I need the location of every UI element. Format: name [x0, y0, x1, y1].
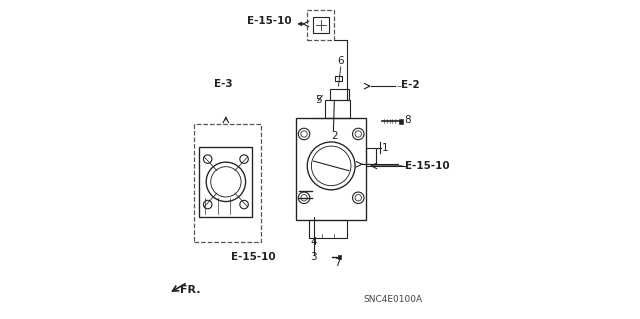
Bar: [200, 147, 252, 217]
Bar: [335, 76, 342, 81]
Text: 3: 3: [310, 252, 317, 262]
Bar: [399, 119, 403, 124]
Text: 4: 4: [310, 237, 317, 248]
Text: 8: 8: [404, 115, 411, 125]
Bar: [309, 220, 347, 238]
Text: FR.: FR.: [180, 285, 201, 295]
Bar: [324, 100, 350, 118]
Bar: [307, 10, 334, 40]
Bar: [330, 89, 349, 100]
Bar: [313, 17, 329, 33]
Text: 2: 2: [331, 130, 338, 141]
Text: E-3: E-3: [214, 79, 233, 89]
Bar: [366, 148, 376, 164]
Text: 1: 1: [382, 143, 389, 153]
Text: 6: 6: [337, 56, 344, 66]
Text: E-2: E-2: [401, 79, 420, 90]
Text: 7: 7: [334, 258, 341, 268]
Bar: [337, 255, 340, 259]
Text: E-15-10: E-15-10: [247, 16, 292, 26]
Bar: [194, 124, 261, 242]
Text: E-15-10: E-15-10: [406, 161, 450, 171]
Text: 5: 5: [315, 95, 322, 106]
Bar: [296, 118, 366, 220]
Text: SNC4E0100A: SNC4E0100A: [363, 295, 422, 304]
Text: E-15-10: E-15-10: [230, 252, 275, 262]
